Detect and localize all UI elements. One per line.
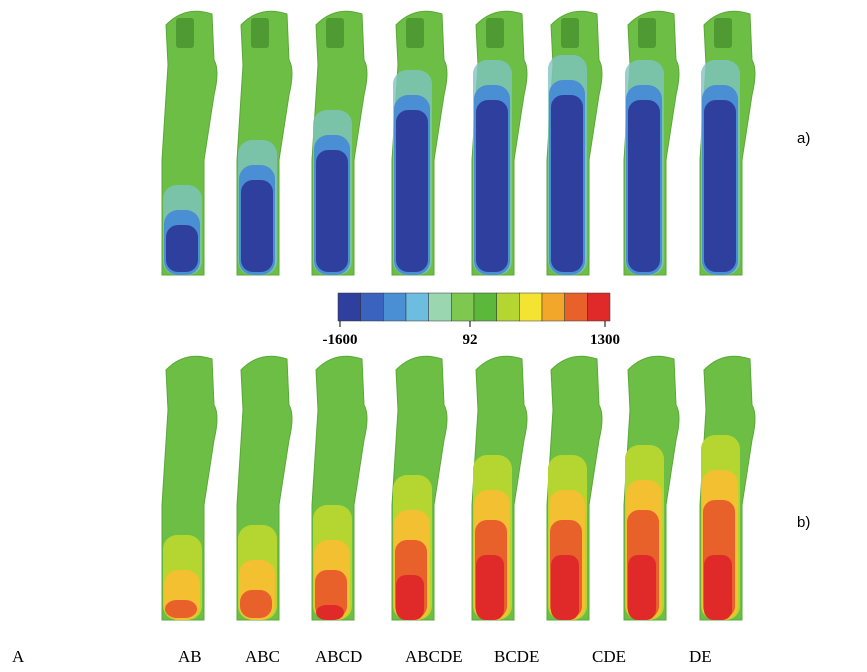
colorbar-tick-label: -1600 — [323, 332, 358, 348]
core — [316, 150, 348, 272]
core — [551, 555, 579, 620]
slot — [638, 18, 656, 48]
bone — [312, 356, 367, 620]
column-label: DE — [689, 647, 712, 666]
colorbar-tick-label: 92 — [463, 332, 478, 348]
colorbar-swatch — [406, 293, 429, 321]
colorbar-swatch — [361, 293, 384, 321]
colorbar-swatch — [451, 293, 474, 321]
colorbar-swatch — [474, 293, 497, 321]
core — [628, 555, 656, 620]
column-label: CDE — [592, 647, 626, 666]
slot — [251, 18, 269, 48]
core — [316, 605, 344, 620]
slot — [714, 18, 732, 48]
core — [476, 100, 508, 272]
core — [476, 555, 504, 620]
colorbar-tick-label: 1300 — [590, 332, 620, 348]
core — [166, 225, 198, 272]
colorbar-swatch — [587, 293, 610, 321]
core — [396, 575, 424, 620]
core — [241, 180, 273, 272]
column-label: ABCD — [315, 647, 362, 666]
bone — [624, 356, 679, 620]
bone — [547, 11, 602, 275]
column-label: A — [12, 647, 25, 666]
bone — [312, 11, 367, 275]
colorbar-swatch — [338, 293, 361, 321]
colorbar-swatch — [565, 293, 588, 321]
core — [704, 100, 736, 272]
slot — [326, 18, 344, 48]
core — [704, 555, 732, 620]
bone — [700, 11, 755, 275]
figure: a) b) A AB ABC ABCD ABCDE BCDE CDE DE -1600 92 130… — [0, 0, 867, 672]
column-label: ABC — [245, 647, 280, 666]
bone — [624, 11, 679, 275]
colorbar-swatch — [542, 293, 565, 321]
bone — [162, 11, 217, 275]
column-label: ABCDE — [405, 647, 463, 666]
colorbar-swatch — [429, 293, 452, 321]
column-label: BCDE — [494, 647, 539, 666]
core — [240, 590, 272, 618]
bone — [700, 356, 755, 620]
colorbar-swatch — [383, 293, 406, 321]
slot — [176, 18, 194, 48]
slot — [406, 18, 424, 48]
bone — [472, 356, 527, 620]
slot — [561, 18, 579, 48]
bone — [237, 11, 292, 275]
core — [165, 600, 197, 618]
core — [628, 100, 660, 272]
slot — [486, 18, 504, 48]
bone — [472, 11, 527, 275]
core — [551, 95, 583, 272]
core — [396, 110, 428, 272]
column-label: AB — [178, 647, 202, 666]
colorbar-swatch — [519, 293, 542, 321]
colorbar-swatch — [497, 293, 520, 321]
bone — [237, 356, 292, 620]
bone — [547, 356, 602, 620]
bone — [392, 11, 447, 275]
bone — [162, 356, 217, 620]
panel-label: a) — [797, 130, 810, 147]
bone — [392, 356, 447, 620]
panel-label: b) — [797, 514, 810, 531]
